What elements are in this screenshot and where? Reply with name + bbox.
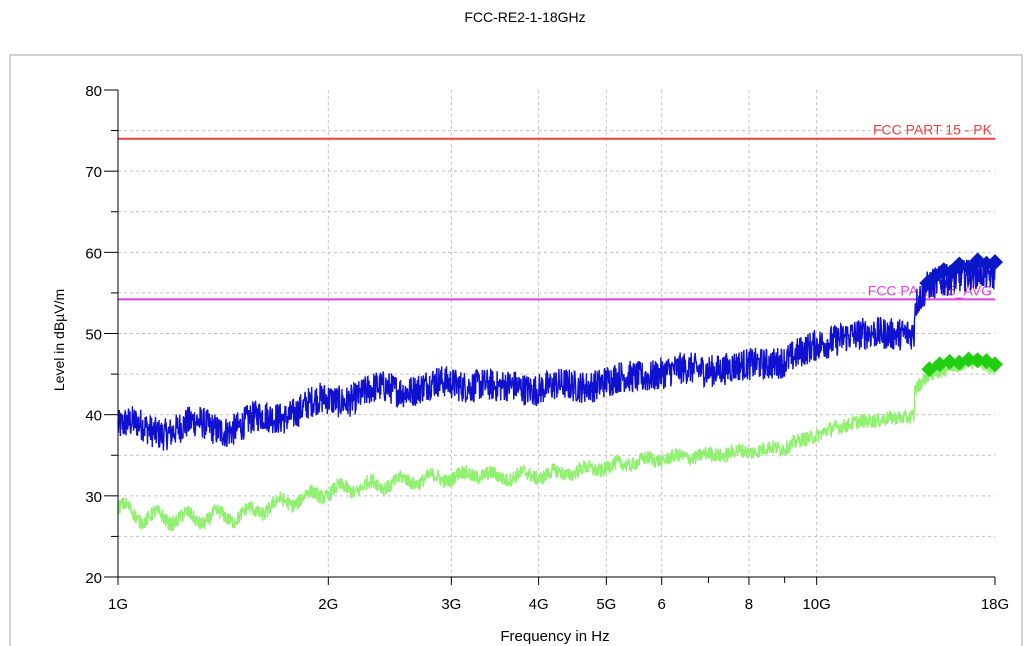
y-tick-label: 70: [85, 164, 102, 181]
chart-frame: [9, 54, 1023, 646]
series-segment: [967, 259, 979, 269]
x-tick-label: 4G: [529, 596, 549, 613]
x-tick-label: 3G: [441, 596, 461, 613]
x-tick-label: 6: [657, 596, 665, 613]
series-segment: [934, 268, 945, 278]
x-tick-label: 8: [745, 596, 753, 613]
chart-title: FCC-RE2-1-18GHz: [464, 9, 585, 25]
x-tick-label: 5G: [596, 596, 616, 613]
series-line: [117, 256, 996, 451]
series-line: [117, 354, 996, 532]
series-segment: [943, 268, 952, 274]
series-segment: [958, 358, 970, 365]
y-tick-label: 50: [85, 327, 102, 344]
axes: 20 30 40 50 60 70 80 1G 2G 3G 4G 5G 6 8 10G 18G: [85, 83, 1009, 613]
series-segment: [986, 260, 996, 266]
x-axis-label: Frequency in Hz: [500, 628, 609, 645]
y-tick-label: 20: [85, 570, 102, 587]
series-segment: [926, 274, 937, 285]
y-axis-label: Level in dBµV/m: [51, 289, 67, 391]
series: [117, 252, 1003, 532]
x-tick-label: 18G: [981, 596, 1009, 613]
series-segment: [985, 359, 996, 366]
series-segment: [977, 259, 987, 266]
series-segment: [939, 360, 950, 366]
x-tick-label: 2G: [318, 596, 338, 613]
series-segment: [977, 358, 987, 363]
series-segment: [928, 362, 941, 371]
x-tick-label: 10G: [802, 596, 830, 613]
y-tick-label: 40: [85, 408, 102, 425]
series-segment: [968, 357, 978, 362]
limit-line-label: FCC PART 15 - PK: [873, 122, 993, 138]
x-tick-label: 1G: [108, 596, 128, 613]
y-tick-label: 60: [85, 245, 102, 262]
series-segment: [949, 360, 960, 365]
series-segment: [958, 263, 970, 270]
series-segment: [950, 263, 961, 273]
y-tick-label: 30: [85, 489, 102, 506]
y-tick-label: 80: [85, 83, 102, 100]
